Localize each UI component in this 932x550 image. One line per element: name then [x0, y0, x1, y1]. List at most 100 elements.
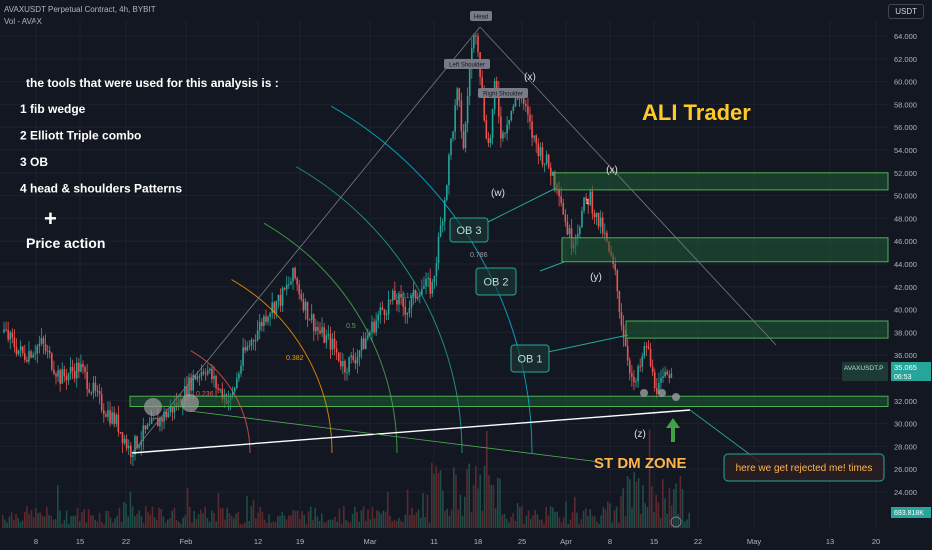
volume-bar — [490, 484, 492, 528]
volume-bar — [536, 514, 539, 528]
candle-body — [277, 295, 280, 302]
ob3-label-box[interactable] — [449, 217, 489, 243]
candle-body — [364, 338, 367, 349]
candle-body — [300, 294, 303, 300]
candle-body — [211, 368, 213, 380]
fib-arc — [263, 222, 398, 454]
candle-body — [165, 411, 167, 418]
candle-body — [209, 368, 211, 371]
x-tick-label: 25 — [518, 537, 526, 546]
volume-bar — [145, 506, 147, 528]
candle-body — [242, 347, 244, 366]
candle-body — [265, 316, 267, 322]
wedge-right-line[interactable] — [479, 26, 777, 346]
volume-bar — [109, 517, 112, 528]
volume-bar — [237, 512, 239, 528]
candle-body — [100, 394, 103, 411]
volume-bar — [204, 506, 206, 528]
volume-bar — [224, 519, 226, 528]
order-block-zone[interactable] — [561, 237, 889, 263]
order-block-zone[interactable] — [129, 395, 889, 407]
candle-body — [19, 346, 22, 351]
volume-bar — [596, 521, 598, 528]
wedge-upper-line[interactable] — [131, 26, 481, 454]
volume-bar — [107, 511, 110, 528]
volume-bar — [589, 509, 591, 528]
candle-body — [231, 391, 234, 396]
volume-bar — [395, 520, 398, 528]
candle-body — [26, 359, 28, 362]
candle-body — [294, 267, 296, 279]
symbol-title[interactable]: AVAXUSDT Perpetual Contract, 4h, BYBIT — [4, 5, 156, 14]
fib-level-label: 0.236 — [196, 391, 214, 398]
candle-body — [219, 389, 222, 391]
volume-bar — [340, 523, 343, 528]
candle-body — [159, 417, 161, 427]
volume-bar — [532, 515, 534, 528]
volume-tag: 693.818K — [894, 510, 924, 517]
candle-body — [7, 329, 9, 340]
order-block-zone[interactable] — [625, 320, 889, 339]
volume-bar — [444, 510, 446, 528]
volume-bar — [37, 513, 39, 528]
candle-body — [616, 270, 619, 292]
candle-body — [481, 76, 483, 93]
brand-title: ALI Trader — [642, 100, 751, 125]
candle-body — [173, 402, 176, 413]
volume-bar — [325, 522, 327, 528]
volume-bar — [508, 522, 510, 528]
y-tick-label: 24.000 — [894, 488, 917, 497]
order-block-zone[interactable] — [553, 172, 889, 191]
volume-bar — [384, 511, 387, 528]
candle-body — [140, 440, 143, 446]
lightning-icon[interactable] — [670, 516, 682, 528]
volume-bar — [101, 522, 103, 528]
candle-body — [310, 314, 313, 320]
candle-body — [11, 332, 14, 338]
candle-body — [414, 290, 417, 299]
volume-bar — [591, 515, 594, 528]
trendline-support[interactable] — [131, 409, 691, 454]
volume-bar — [2, 515, 4, 528]
volume-bar — [409, 514, 411, 528]
volume-bar — [116, 516, 118, 528]
volume-bar — [417, 509, 420, 528]
volume-bar — [279, 515, 281, 528]
candle-body — [194, 374, 197, 380]
head-label: Head — [474, 15, 488, 21]
candle-body — [148, 423, 151, 425]
candle-body — [427, 277, 429, 280]
volume-bar — [598, 523, 600, 528]
volume-bar — [156, 519, 158, 528]
currency-button[interactable]: USDT — [888, 4, 924, 19]
fib-level-label: 0.618 — [396, 293, 414, 300]
ob1-label-box[interactable] — [510, 344, 550, 373]
candle-body — [475, 35, 477, 37]
y-tick-label: 26.000 — [894, 465, 917, 474]
x-tick-label: 22 — [122, 537, 130, 546]
volume-bar — [505, 518, 508, 528]
candle-body — [161, 417, 163, 422]
volume-bar — [587, 516, 589, 528]
candle-body — [541, 147, 544, 165]
volume-bar — [648, 429, 651, 528]
volume-bar — [404, 514, 407, 528]
volume-bar — [400, 520, 402, 528]
candle-body — [298, 284, 301, 295]
candle-body — [5, 329, 7, 331]
ob2-label-box[interactable] — [475, 267, 517, 296]
chart-header: AVAXUSDT Perpetual Contract, 4h, BYBIT V… — [4, 4, 156, 28]
candle-body — [647, 346, 650, 349]
candle-body — [42, 338, 45, 345]
candle-body — [597, 212, 600, 227]
volume-bar — [259, 506, 261, 528]
rejected-callout-box[interactable] — [723, 453, 885, 482]
volume-indicator-title[interactable]: Vol - AVAX — [4, 17, 42, 26]
left-shoulder-label: Left Shoulder — [449, 63, 485, 69]
volume-bar — [15, 513, 17, 528]
volume-bar — [585, 508, 587, 528]
volume-bar — [118, 507, 121, 528]
trendline-green[interactable] — [189, 410, 601, 463]
volume-bar — [268, 514, 270, 528]
